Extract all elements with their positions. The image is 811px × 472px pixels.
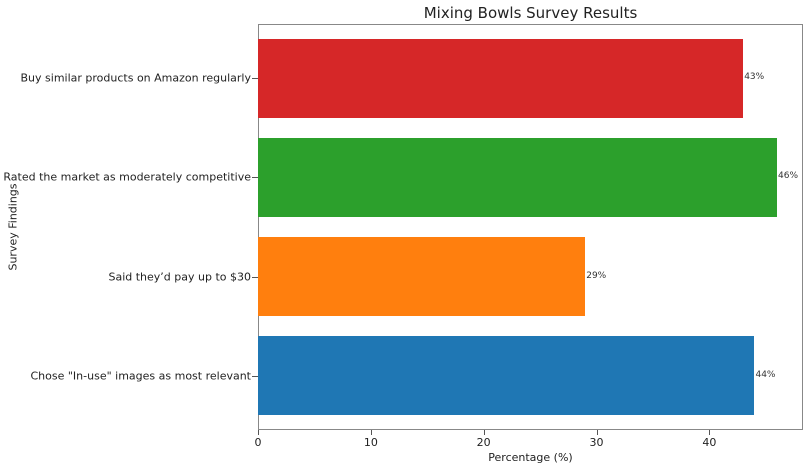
y-category-label: Rated the market as moderately competiti… [3,170,251,184]
y-tick-mark [252,177,258,179]
y-tick-mark [252,78,258,80]
bar-value-label: 43% [744,72,765,83]
x-tick-label: 40 [702,436,717,449]
y-tick-mark [252,276,258,278]
chart-title: Mixing Bowls Survey Results [423,4,638,22]
y-category-label: Said they’d pay up to $30 [108,270,251,283]
y-tick-mark [252,375,258,377]
bar [258,38,744,119]
y-axis-title: Survey Findings [6,183,20,271]
x-tick-mark [596,430,598,435]
bar-value-label: 29% [586,270,607,281]
x-tick-mark [258,430,259,435]
x-tick-label: 30 [589,436,604,449]
y-category-label: Chose "In-use" images as most relevant [30,369,252,383]
x-tick-label: 0 [254,436,262,449]
x-tick-label: 10 [363,436,378,449]
x-tick-mark [709,430,711,435]
bar [258,335,755,416]
x-axis-title: Percentage (%) [488,451,573,464]
x-tick-mark [370,430,372,435]
bar [258,137,778,218]
bar [258,236,586,317]
bar-value-label: 46% [778,171,799,182]
bar-value-label: 44% [755,369,776,380]
plot-area [258,24,803,430]
x-tick-label: 20 [476,436,491,449]
x-tick-mark [483,430,485,435]
y-category-label: Buy similar products on Amazon regularly [20,71,251,85]
